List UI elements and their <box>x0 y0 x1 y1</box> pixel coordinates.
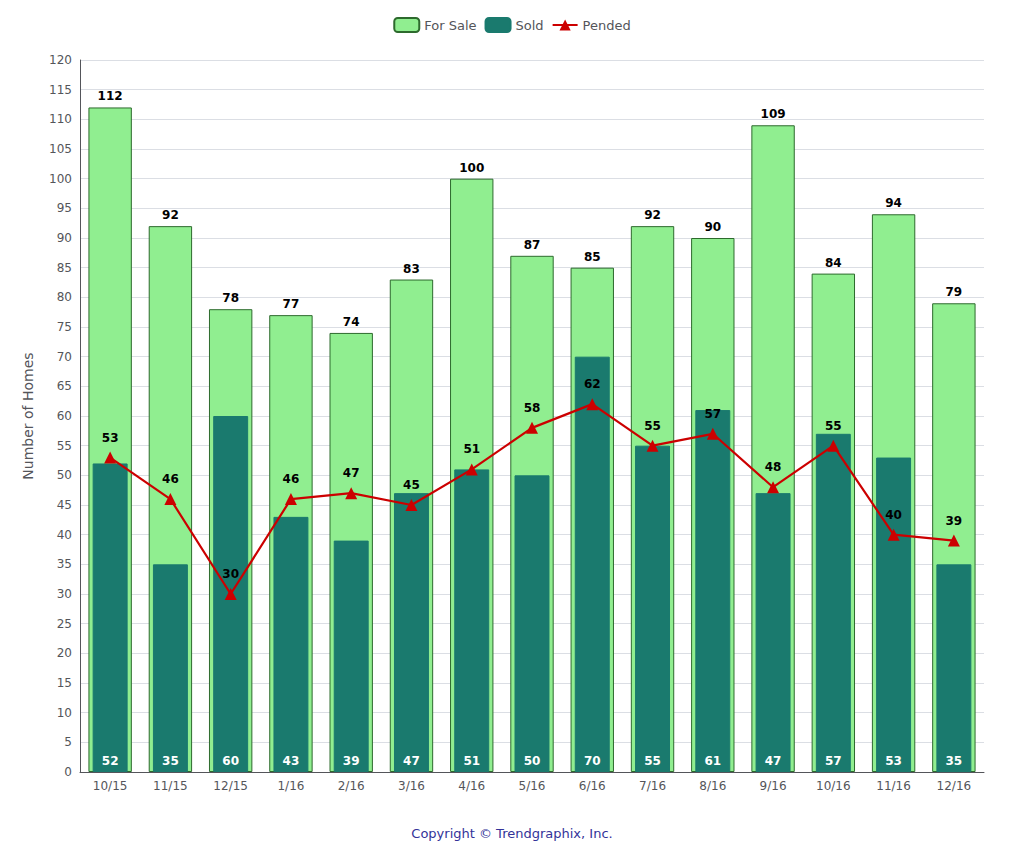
svg-text:10: 10 <box>57 706 72 720</box>
svg-text:90: 90 <box>57 231 72 245</box>
svg-text:90: 90 <box>704 220 721 234</box>
svg-text:0: 0 <box>64 765 72 779</box>
svg-text:5: 5 <box>64 735 72 749</box>
svg-text:92: 92 <box>162 208 179 222</box>
svg-text:46: 46 <box>283 472 300 486</box>
svg-text:25: 25 <box>57 617 72 631</box>
svg-text:45: 45 <box>403 478 420 492</box>
svg-text:83: 83 <box>403 262 420 276</box>
svg-text:46: 46 <box>162 472 179 486</box>
svg-text:109: 109 <box>761 107 786 121</box>
svg-text:6/16: 6/16 <box>579 779 606 793</box>
svg-text:92: 92 <box>644 208 661 222</box>
svg-text:78: 78 <box>222 291 239 305</box>
svg-text:79: 79 <box>946 285 963 299</box>
svg-text:8/16: 8/16 <box>699 779 726 793</box>
svg-text:5/16: 5/16 <box>519 779 546 793</box>
svg-text:1/16: 1/16 <box>277 779 304 793</box>
svg-text:55: 55 <box>57 439 72 453</box>
svg-text:47: 47 <box>403 754 420 768</box>
svg-text:43: 43 <box>283 754 300 768</box>
svg-text:10/16: 10/16 <box>816 779 851 793</box>
svg-text:12/15: 12/15 <box>213 779 248 793</box>
svg-text:55: 55 <box>825 419 842 433</box>
svg-text:For Sale: For Sale <box>424 18 476 33</box>
svg-text:51: 51 <box>463 442 480 456</box>
svg-text:75: 75 <box>57 320 72 334</box>
svg-text:51: 51 <box>463 754 480 768</box>
svg-text:12/16: 12/16 <box>937 779 972 793</box>
svg-text:58: 58 <box>524 401 541 415</box>
svg-text:115: 115 <box>49 83 72 97</box>
svg-text:70: 70 <box>57 350 72 364</box>
svg-text:65: 65 <box>57 379 72 393</box>
svg-text:11/16: 11/16 <box>876 779 911 793</box>
svg-text:53: 53 <box>102 431 119 445</box>
svg-text:94: 94 <box>885 196 902 210</box>
svg-text:47: 47 <box>343 466 360 480</box>
svg-text:85: 85 <box>57 261 72 275</box>
svg-text:53: 53 <box>885 754 902 768</box>
svg-text:87: 87 <box>524 238 541 252</box>
svg-text:7/16: 7/16 <box>639 779 666 793</box>
svg-text:120: 120 <box>49 53 72 67</box>
svg-text:30: 30 <box>57 587 72 601</box>
svg-text:84: 84 <box>825 256 842 270</box>
svg-text:50: 50 <box>57 468 72 482</box>
svg-text:100: 100 <box>459 161 484 175</box>
svg-text:35: 35 <box>162 754 179 768</box>
svg-text:35: 35 <box>946 754 963 768</box>
svg-text:105: 105 <box>49 142 72 156</box>
svg-text:95: 95 <box>57 201 72 215</box>
svg-text:39: 39 <box>343 754 360 768</box>
svg-text:60: 60 <box>57 409 72 423</box>
svg-text:Pended: Pended <box>583 18 631 33</box>
svg-text:3/16: 3/16 <box>398 779 425 793</box>
svg-text:11/15: 11/15 <box>153 779 188 793</box>
svg-text:10/15: 10/15 <box>93 779 128 793</box>
svg-text:48: 48 <box>765 460 782 474</box>
svg-text:9/16: 9/16 <box>760 779 787 793</box>
svg-text:112: 112 <box>98 89 123 103</box>
svg-text:70: 70 <box>584 754 601 768</box>
svg-text:Number of Homes: Number of Homes <box>20 352 36 479</box>
svg-text:2/16: 2/16 <box>338 779 365 793</box>
svg-text:20: 20 <box>57 646 72 660</box>
svg-text:110: 110 <box>49 112 72 126</box>
svg-text:55: 55 <box>644 754 661 768</box>
svg-text:Copyright © Trendgraphix, Inc.: Copyright © Trendgraphix, Inc. <box>411 826 612 841</box>
svg-text:30: 30 <box>222 567 239 581</box>
svg-text:4/16: 4/16 <box>458 779 485 793</box>
svg-text:62: 62 <box>584 377 601 391</box>
svg-text:57: 57 <box>825 754 842 768</box>
svg-text:39: 39 <box>946 514 963 528</box>
svg-text:74: 74 <box>343 315 360 329</box>
svg-text:80: 80 <box>57 290 72 304</box>
svg-text:40: 40 <box>57 528 72 542</box>
svg-text:60: 60 <box>222 754 239 768</box>
svg-text:52: 52 <box>102 754 119 768</box>
svg-text:57: 57 <box>704 407 721 421</box>
svg-text:45: 45 <box>57 498 72 512</box>
svg-text:35: 35 <box>57 557 72 571</box>
svg-text:85: 85 <box>584 250 601 264</box>
svg-text:50: 50 <box>524 754 541 768</box>
svg-text:47: 47 <box>765 754 782 768</box>
svg-text:55: 55 <box>644 419 661 433</box>
svg-text:Sold: Sold <box>516 18 544 33</box>
svg-text:100: 100 <box>49 172 72 186</box>
svg-text:40: 40 <box>885 508 902 522</box>
svg-text:77: 77 <box>283 297 300 311</box>
svg-text:61: 61 <box>704 754 721 768</box>
svg-text:15: 15 <box>57 676 72 690</box>
